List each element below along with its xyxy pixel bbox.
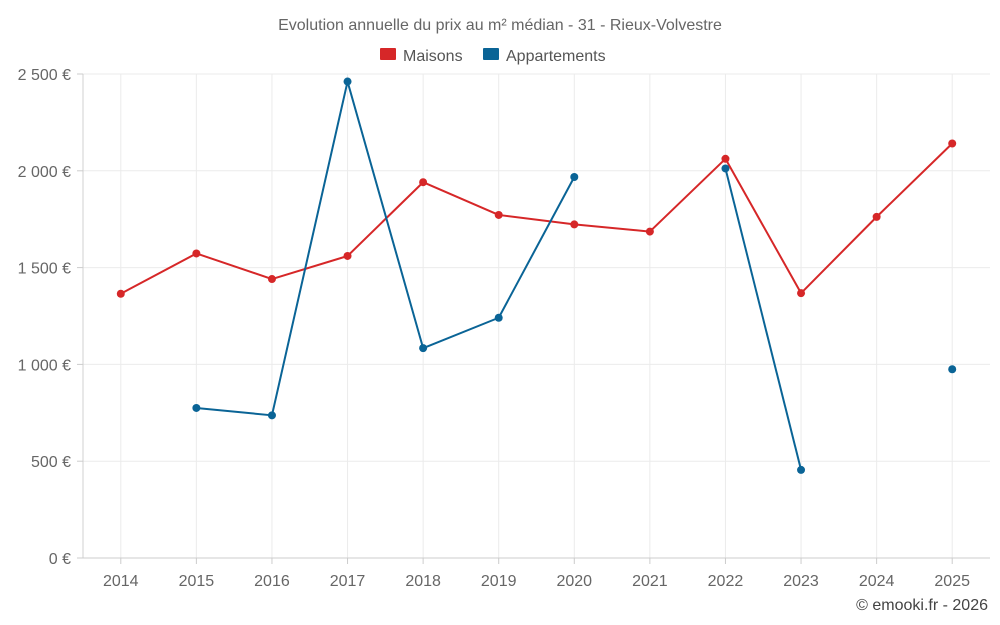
data-point-maisons-2016[interactable] — [267, 275, 276, 284]
legend-swatch-maisons — [380, 48, 396, 60]
data-point-maisons-2014[interactable] — [116, 289, 125, 298]
x-tick-label: 2020 — [556, 573, 592, 590]
data-point-appartements-2023[interactable] — [797, 465, 806, 474]
y-tick-label: 2 500 € — [18, 67, 71, 84]
legend-swatch-appartements — [483, 48, 499, 60]
x-tick-label: 2024 — [859, 573, 895, 590]
data-point-maisons-2019[interactable] — [494, 210, 503, 219]
x-tick-label: 2018 — [405, 573, 441, 590]
x-tick-label: 2014 — [103, 573, 139, 590]
x-tick-label: 2017 — [330, 573, 366, 590]
chart-title: Evolution annuelle du prix au m² médian … — [278, 17, 722, 34]
x-tick-label: 2015 — [179, 573, 215, 590]
data-point-appartements-2020[interactable] — [570, 172, 579, 181]
data-point-appartements-2017[interactable] — [343, 77, 352, 86]
series-line-appartements — [196, 80, 576, 417]
y-tick-label: 1 000 € — [18, 357, 71, 374]
data-point-appartements-2025[interactable] — [948, 365, 957, 374]
legend-label-appartements: Appartements — [506, 48, 606, 65]
data-point-maisons-2018[interactable] — [419, 178, 428, 187]
x-tick-label: 2019 — [481, 573, 517, 590]
series-line-maisons — [120, 142, 953, 295]
data-point-appartements-2019[interactable] — [494, 313, 503, 322]
legend-item-appartements[interactable]: Appartements — [483, 48, 606, 65]
data-point-maisons-2017[interactable] — [343, 251, 352, 260]
y-axis-ticks: 0 € 500 € 1 000 € 1 500 € 2 000 € 2 500 € — [18, 67, 83, 568]
series-lines — [120, 80, 953, 471]
data-point-maisons-2015[interactable] — [192, 249, 201, 258]
data-point-maisons-2020[interactable] — [570, 220, 579, 229]
data-point-maisons-2024[interactable] — [872, 212, 881, 221]
legend-label-maisons: Maisons — [403, 48, 463, 65]
data-point-maisons-2022[interactable] — [721, 154, 730, 163]
x-tick-label: 2016 — [254, 573, 290, 590]
data-point-maisons-2021[interactable] — [645, 227, 654, 236]
legend-item-maisons[interactable]: Maisons — [380, 48, 463, 65]
y-tick-label: 1 500 € — [18, 261, 71, 278]
data-point-appartements-2022[interactable] — [721, 164, 730, 173]
x-tick-label: 2021 — [632, 573, 668, 590]
series-points — [116, 77, 957, 474]
credit-text: © emooki.fr - 2026 — [856, 597, 988, 614]
grid — [82, 73, 990, 559]
x-tick-label: 2022 — [708, 573, 744, 590]
data-point-appartements-2018[interactable] — [419, 344, 428, 353]
legend[interactable]: Maisons Appartements — [380, 48, 606, 65]
y-tick-label: 2 000 € — [18, 164, 71, 181]
data-point-appartements-2016[interactable] — [267, 411, 276, 420]
x-tick-label: 2023 — [783, 573, 819, 590]
x-axis-ticks: 2014 2015 2016 2017 2018 2019 2020 2021 2022 2023… — [103, 558, 970, 590]
y-tick-label: 0 € — [49, 551, 71, 568]
series-line-appartements — [724, 168, 803, 471]
data-point-appartements-2015[interactable] — [192, 403, 201, 412]
x-tick-label: 2025 — [934, 573, 970, 590]
data-point-maisons-2025[interactable] — [948, 139, 957, 148]
y-tick-label: 500 € — [31, 454, 71, 471]
data-point-maisons-2023[interactable] — [797, 289, 806, 298]
